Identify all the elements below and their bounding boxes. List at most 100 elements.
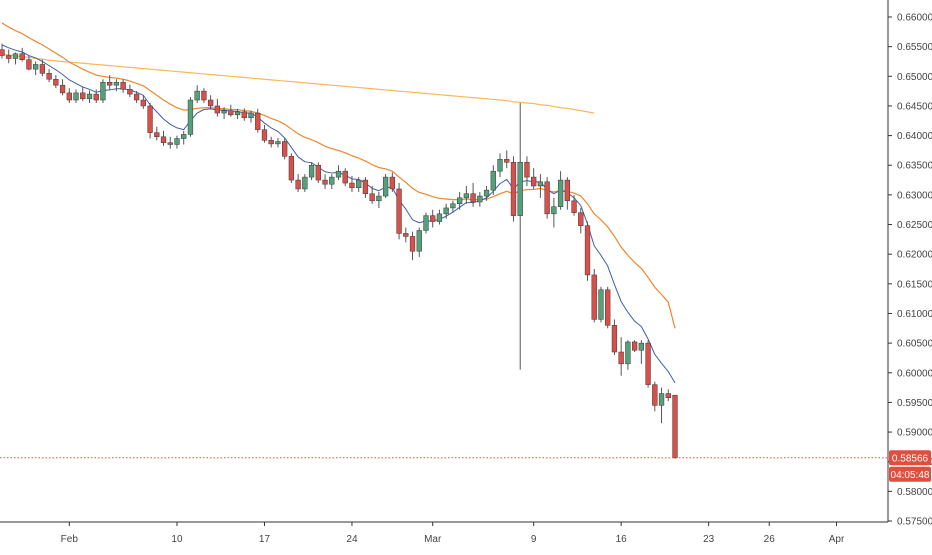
candle[interactable]: [12, 52, 19, 65]
candle[interactable]: [140, 95, 146, 109]
candle[interactable]: [308, 162, 315, 181]
candle[interactable]: [470, 183, 476, 207]
candle[interactable]: [658, 387, 665, 424]
candle[interactable]: [544, 177, 550, 219]
candle[interactable]: [33, 61, 39, 76]
candle[interactable]: [591, 269, 597, 323]
candle[interactable]: [329, 174, 335, 189]
candle[interactable]: [362, 177, 369, 198]
candle[interactable]: [127, 84, 133, 98]
candle[interactable]: [181, 130, 187, 145]
candle[interactable]: [524, 156, 530, 186]
candle[interactable]: [248, 110, 254, 123]
candle[interactable]: [73, 89, 79, 103]
candle[interactable]: [39, 59, 46, 77]
candle[interactable]: [207, 95, 214, 109]
candle[interactable]: [409, 231, 416, 261]
candle[interactable]: [584, 221, 591, 281]
candle[interactable]: [261, 124, 268, 143]
candle[interactable]: [531, 168, 537, 189]
candle[interactable]: [80, 86, 86, 102]
candle[interactable]: [234, 108, 241, 119]
price-axis[interactable]: 0.66000 0.65500 0.65000 0.64500 0.64000 0.635…: [887, 0, 932, 528]
candle[interactable]: [26, 55, 32, 71]
candle[interactable]: [86, 90, 93, 103]
candle[interactable]: [154, 126, 160, 141]
candle[interactable]: [436, 209, 443, 225]
candle[interactable]: [665, 389, 671, 402]
candle[interactable]: [356, 177, 362, 192]
candle[interactable]: [0, 43, 5, 59]
candle[interactable]: [443, 203, 449, 219]
candle[interactable]: [268, 136, 274, 148]
candle[interactable]: [430, 209, 436, 228]
candle[interactable]: [477, 191, 483, 207]
candle[interactable]: [221, 107, 227, 119]
candle[interactable]: [53, 75, 59, 89]
candle[interactable]: [605, 286, 611, 329]
candle[interactable]: [369, 185, 375, 204]
candle[interactable]: [120, 79, 126, 93]
candle[interactable]: [241, 108, 247, 121]
candle[interactable]: [282, 138, 288, 160]
candle[interactable]: [497, 153, 503, 178]
candle[interactable]: [416, 227, 422, 258]
candle[interactable]: [618, 337, 624, 376]
candle[interactable]: [107, 75, 113, 90]
candle[interactable]: [228, 104, 234, 117]
candle[interactable]: [396, 183, 402, 240]
candle[interactable]: [214, 98, 221, 117]
candle[interactable]: [517, 102, 523, 370]
candle[interactable]: [504, 150, 510, 169]
time-axis[interactable]: Feb 10 17 24 Mar 9 16 23 26 Apr: [0, 521, 888, 545]
candle[interactable]: [450, 200, 456, 213]
candle[interactable]: [631, 340, 638, 353]
candle[interactable]: [201, 88, 207, 103]
candle[interactable]: [288, 153, 295, 184]
candle[interactable]: [611, 319, 618, 355]
candle[interactable]: [19, 47, 25, 62]
candle[interactable]: [275, 137, 281, 148]
candle[interactable]: [66, 88, 72, 103]
candle[interactable]: [382, 174, 389, 198]
candle[interactable]: [295, 174, 301, 192]
candle[interactable]: [537, 174, 544, 198]
candle[interactable]: [463, 185, 470, 204]
candle[interactable]: [638, 340, 645, 364]
candle[interactable]: [625, 340, 631, 370]
candle[interactable]: [113, 79, 120, 92]
candle[interactable]: [564, 177, 570, 210]
candle[interactable]: [510, 156, 517, 222]
candle[interactable]: [423, 212, 429, 234]
candle[interactable]: [376, 191, 382, 208]
candle[interactable]: [571, 194, 577, 216]
sma-long-line[interactable]: [1, 53, 595, 114]
candle[interactable]: [187, 97, 194, 137]
candle[interactable]: [403, 227, 409, 243]
candle[interactable]: [322, 174, 328, 189]
candle[interactable]: [456, 191, 463, 210]
candle[interactable]: [6, 49, 12, 64]
candle[interactable]: [342, 168, 348, 186]
candle[interactable]: [578, 207, 584, 234]
candle[interactable]: [147, 102, 153, 139]
candle[interactable]: [46, 69, 52, 83]
candle[interactable]: [100, 79, 106, 103]
candle[interactable]: [167, 136, 173, 149]
candle[interactable]: [551, 197, 557, 228]
candle[interactable]: [174, 135, 180, 149]
candle[interactable]: [645, 340, 651, 388]
candle[interactable]: [389, 172, 395, 192]
candle[interactable]: [349, 175, 355, 192]
candle[interactable]: [652, 381, 658, 412]
candle[interactable]: [315, 162, 321, 184]
candle[interactable]: [490, 165, 496, 195]
candle[interactable]: [557, 171, 564, 210]
candle[interactable]: [160, 130, 167, 146]
candle[interactable]: [133, 91, 140, 103]
candle[interactable]: [302, 174, 308, 192]
candle[interactable]: [672, 394, 678, 459]
candle[interactable]: [194, 85, 200, 103]
candle[interactable]: [59, 79, 66, 96]
